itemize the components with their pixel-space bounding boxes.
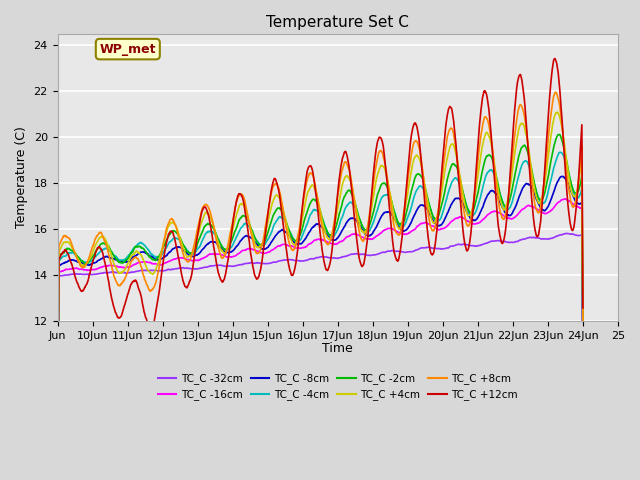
TC_C +12cm bbox=[551, 56, 559, 61]
Line: TC_C +12cm: TC_C +12cm bbox=[58, 59, 583, 428]
TC_C -8cm bbox=[81, 261, 88, 267]
Line: TC_C -8cm: TC_C -8cm bbox=[58, 177, 583, 431]
Line: TC_C -16cm: TC_C -16cm bbox=[58, 199, 583, 434]
TC_C -8cm bbox=[295, 241, 303, 247]
TC_C +4cm bbox=[579, 328, 587, 334]
TC_C -2cm bbox=[564, 164, 572, 169]
TC_C +12cm bbox=[295, 236, 303, 241]
TC_C -2cm bbox=[295, 234, 303, 240]
TC_C -2cm bbox=[579, 340, 587, 346]
TC_C -4cm bbox=[467, 213, 475, 219]
TC_C -2cm bbox=[81, 261, 88, 266]
TC_C -4cm bbox=[564, 168, 572, 174]
TC_C +4cm bbox=[564, 168, 572, 173]
TC_C -2cm bbox=[556, 132, 563, 137]
TC_C +4cm bbox=[467, 210, 475, 216]
TC_C -16cm bbox=[467, 220, 475, 226]
TC_C +12cm bbox=[564, 202, 572, 207]
X-axis label: Time: Time bbox=[323, 342, 353, 355]
TC_C -16cm bbox=[54, 432, 61, 437]
TC_C -8cm bbox=[558, 174, 566, 180]
TC_C -8cm bbox=[467, 217, 475, 223]
TC_C +8cm bbox=[81, 264, 88, 270]
TC_C +12cm bbox=[564, 199, 572, 205]
TC_C -16cm bbox=[81, 267, 88, 273]
TC_C +4cm bbox=[554, 109, 561, 115]
TC_C -2cm bbox=[564, 165, 572, 171]
TC_C +8cm bbox=[564, 180, 572, 185]
TC_C +4cm bbox=[54, 422, 61, 428]
TC_C -32cm bbox=[54, 433, 61, 439]
Y-axis label: Temperature (C): Temperature (C) bbox=[15, 127, 28, 228]
TC_C -4cm bbox=[81, 259, 88, 265]
TC_C -2cm bbox=[309, 196, 317, 202]
TC_C +8cm bbox=[295, 228, 303, 234]
TC_C -4cm bbox=[295, 238, 303, 243]
TC_C -32cm bbox=[467, 243, 475, 249]
Line: TC_C -4cm: TC_C -4cm bbox=[58, 152, 583, 430]
TC_C -32cm bbox=[579, 377, 587, 383]
TC_C -32cm bbox=[564, 231, 572, 237]
TC_C -8cm bbox=[54, 428, 61, 434]
TC_C -32cm bbox=[564, 231, 572, 237]
TC_C +12cm bbox=[467, 227, 475, 233]
TC_C -2cm bbox=[54, 424, 61, 430]
TC_C -8cm bbox=[579, 357, 587, 362]
TC_C -4cm bbox=[556, 149, 564, 155]
TC_C +4cm bbox=[564, 166, 572, 171]
TC_C +4cm bbox=[309, 182, 317, 188]
TC_C +12cm bbox=[309, 170, 317, 176]
TC_C +8cm bbox=[54, 420, 61, 425]
Title: Temperature Set C: Temperature Set C bbox=[266, 15, 409, 30]
Line: TC_C +8cm: TC_C +8cm bbox=[58, 92, 583, 422]
TC_C -16cm bbox=[295, 245, 303, 251]
TC_C +4cm bbox=[81, 263, 88, 269]
TC_C +12cm bbox=[81, 285, 88, 291]
TC_C +8cm bbox=[564, 181, 572, 187]
TC_C +8cm bbox=[467, 215, 475, 220]
Line: TC_C +4cm: TC_C +4cm bbox=[58, 112, 583, 425]
TC_C +12cm bbox=[579, 305, 587, 311]
TC_C +12cm bbox=[54, 425, 61, 431]
TC_C -4cm bbox=[564, 167, 572, 173]
Line: TC_C -32cm: TC_C -32cm bbox=[58, 233, 583, 436]
TC_C -16cm bbox=[579, 360, 587, 366]
TC_C -32cm bbox=[563, 230, 570, 236]
TC_C -8cm bbox=[309, 224, 317, 230]
TC_C -16cm bbox=[309, 239, 317, 244]
Legend: TC_C -32cm, TC_C -16cm, TC_C -8cm, TC_C -4cm, TC_C -2cm, TC_C +4cm, TC_C +8cm, T: TC_C -32cm, TC_C -16cm, TC_C -8cm, TC_C … bbox=[154, 369, 522, 405]
TC_C -8cm bbox=[564, 180, 572, 186]
TC_C +8cm bbox=[309, 173, 317, 179]
TC_C -2cm bbox=[467, 211, 475, 216]
TC_C -16cm bbox=[564, 198, 572, 204]
TC_C -4cm bbox=[309, 208, 317, 214]
TC_C -16cm bbox=[564, 197, 572, 203]
Line: TC_C -2cm: TC_C -2cm bbox=[58, 134, 583, 427]
TC_C -4cm bbox=[54, 427, 61, 432]
TC_C -32cm bbox=[295, 258, 303, 264]
TC_C -8cm bbox=[564, 180, 572, 186]
TC_C -32cm bbox=[309, 256, 317, 262]
Text: WP_met: WP_met bbox=[100, 43, 156, 56]
TC_C +4cm bbox=[295, 230, 303, 236]
TC_C -4cm bbox=[579, 348, 587, 354]
TC_C -16cm bbox=[561, 196, 569, 202]
TC_C +8cm bbox=[579, 319, 587, 325]
TC_C +8cm bbox=[552, 89, 559, 95]
TC_C -32cm bbox=[81, 272, 88, 277]
